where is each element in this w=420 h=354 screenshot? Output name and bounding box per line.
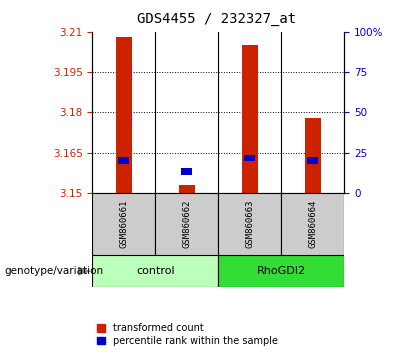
Text: GSM860663: GSM860663 <box>245 200 255 248</box>
Text: genotype/variation: genotype/variation <box>4 266 103 276</box>
Polygon shape <box>78 267 91 276</box>
Bar <box>244 155 255 161</box>
FancyBboxPatch shape <box>92 255 218 287</box>
Bar <box>116 37 132 193</box>
Text: GSM860661: GSM860661 <box>119 200 129 248</box>
FancyBboxPatch shape <box>218 255 344 287</box>
Text: GSM860664: GSM860664 <box>308 200 318 248</box>
Bar <box>242 45 258 193</box>
FancyBboxPatch shape <box>92 193 155 255</box>
FancyBboxPatch shape <box>155 193 218 255</box>
Bar <box>118 158 129 164</box>
Text: RhoGDI2: RhoGDI2 <box>257 266 306 276</box>
Bar <box>307 158 318 164</box>
FancyBboxPatch shape <box>218 193 281 255</box>
Text: GDS4455 / 232327_at: GDS4455 / 232327_at <box>137 12 296 27</box>
Text: GSM860662: GSM860662 <box>182 200 192 248</box>
Bar <box>305 118 321 193</box>
Bar <box>181 168 192 175</box>
Text: control: control <box>136 266 175 276</box>
Bar <box>179 185 195 193</box>
FancyBboxPatch shape <box>281 193 344 255</box>
Legend: transformed count, percentile rank within the sample: transformed count, percentile rank withi… <box>97 323 278 346</box>
